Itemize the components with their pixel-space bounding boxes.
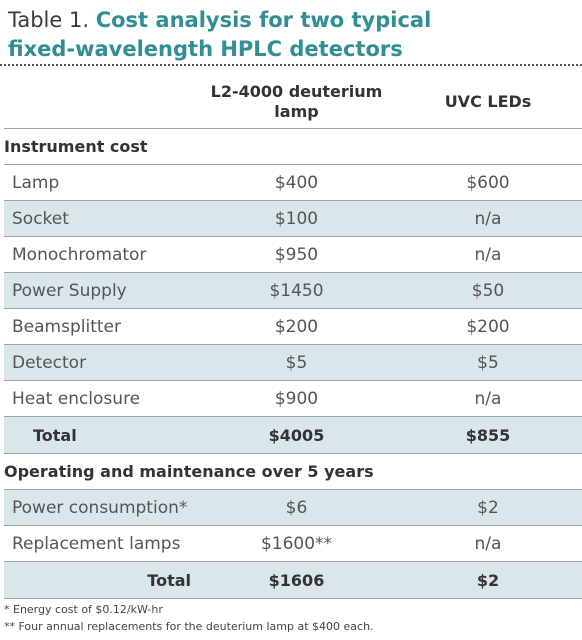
uvc-cell: $5 (394, 344, 582, 381)
total-row: Total $4005 $855 (4, 416, 582, 454)
deuterium-cell: $1450 (199, 272, 394, 309)
table-row: Beamsplitter $200 $200 (4, 308, 582, 345)
deuterium-cell: $900 (199, 380, 394, 417)
section-label: Operating and maintenance over 5 years (4, 453, 582, 490)
table-row: Power consumption* $6 $2 (4, 489, 582, 526)
header-deuterium: L2-4000 deuterium lamp (199, 75, 394, 129)
item-cell: Monochromator (4, 236, 199, 273)
uvc-cell: $50 (394, 272, 582, 309)
uvc-cell: $600 (394, 164, 582, 201)
dotted-divider (0, 64, 582, 66)
title-text-line-1: Cost analysis for two typical (95, 8, 432, 32)
item-cell: Beamsplitter (4, 308, 199, 345)
item-cell: Power Supply (4, 272, 199, 309)
total-uvc: $855 (394, 416, 582, 454)
deuterium-cell: $6 (199, 489, 394, 526)
item-cell: Replacement lamps (4, 525, 199, 562)
header-row: L2-4000 deuterium lamp UVC LEDs (4, 75, 582, 129)
header-empty (4, 75, 199, 129)
uvc-cell: n/a (394, 525, 582, 562)
section-header-row: Instrument cost (4, 128, 582, 165)
table-row: Power Supply $1450 $50 (4, 272, 582, 309)
item-cell: Power consumption* (4, 489, 199, 526)
deuterium-cell: $1600** (199, 525, 394, 562)
table-number: Table 1. (8, 8, 90, 32)
total-deuterium: $1606 (199, 561, 394, 599)
section-header-row: Operating and maintenance over 5 years (4, 453, 582, 490)
uvc-cell: $200 (394, 308, 582, 345)
footnote-replacements: ** Four annual replacements for the deut… (4, 620, 374, 633)
item-cell: Lamp (4, 164, 199, 201)
total-label: Total (4, 561, 199, 599)
footnotes: * Energy cost of $0.12/kW-hr ** Four ann… (4, 601, 578, 635)
deuterium-cell: $100 (199, 200, 394, 237)
cost-table: L2-4000 deuterium lamp UVC LEDs Instrume… (4, 75, 582, 599)
table-row: Detector $5 $5 (4, 344, 582, 381)
section-label: Instrument cost (4, 128, 582, 165)
item-cell: Detector (4, 344, 199, 381)
total-deuterium: $4005 (199, 416, 394, 454)
table-row: Socket $100 n/a (4, 200, 582, 237)
title-text-line-2: fixed-wavelength HPLC detectors (8, 37, 403, 61)
total-uvc: $2 (394, 561, 582, 599)
table-title: Table 1. Cost analysis for two typical f… (8, 6, 578, 64)
item-cell: Heat enclosure (4, 380, 199, 417)
deuterium-cell: $950 (199, 236, 394, 273)
total-label: Total (4, 416, 199, 454)
deuterium-cell: $200 (199, 308, 394, 345)
uvc-cell: $2 (394, 489, 582, 526)
table-row: Replacement lamps $1600** n/a (4, 525, 582, 562)
uvc-cell: n/a (394, 200, 582, 237)
header-uvc: UVC LEDs (394, 75, 582, 129)
uvc-cell: n/a (394, 236, 582, 273)
deuterium-cell: $5 (199, 344, 394, 381)
table-row: Monochromator $950 n/a (4, 236, 582, 273)
deuterium-cell: $400 (199, 164, 394, 201)
total-row: Total $1606 $2 (4, 561, 582, 599)
item-cell: Socket (4, 200, 199, 237)
footnote-energy: * Energy cost of $0.12/kW-hr (4, 603, 163, 616)
title-line-1: Table 1. Cost analysis for two typical (8, 6, 578, 35)
table-row: Heat enclosure $900 n/a (4, 380, 582, 417)
table-row: Lamp $400 $600 (4, 164, 582, 201)
title-line-2: fixed-wavelength HPLC detectors (8, 35, 578, 64)
uvc-cell: n/a (394, 380, 582, 417)
